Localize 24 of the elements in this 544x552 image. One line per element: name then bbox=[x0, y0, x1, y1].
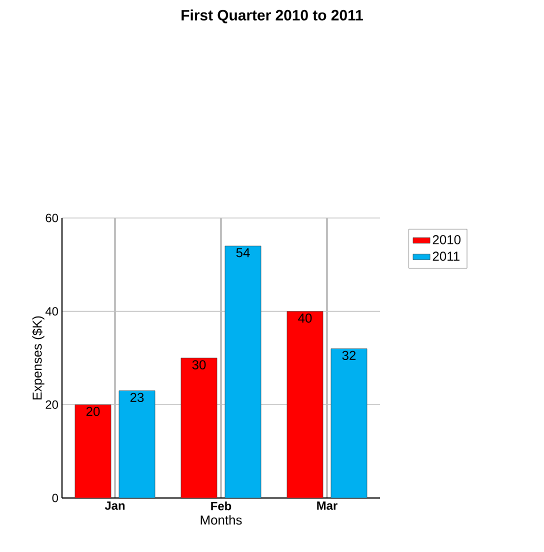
data-label: 40 bbox=[298, 314, 312, 323]
data-label: 54 bbox=[236, 248, 250, 258]
legend-label: 2010 bbox=[432, 235, 461, 244]
chart-title: First Quarter 2010 to 2011 bbox=[182, 10, 363, 24]
bar bbox=[118, 390, 156, 498]
bar bbox=[224, 246, 262, 498]
x-tick-label: Mar bbox=[317, 502, 338, 510]
bar bbox=[286, 311, 324, 498]
y-tick-label: 20 bbox=[46, 400, 58, 409]
y-tick-label: 40 bbox=[45, 307, 58, 316]
data-label: 23 bbox=[130, 392, 144, 402]
y-tick-label: 0 bbox=[52, 494, 58, 502]
data-label: 32 bbox=[342, 350, 356, 360]
data-label: 20 bbox=[86, 406, 100, 416]
x-axis-title: Months bbox=[200, 515, 242, 525]
bar bbox=[74, 404, 112, 498]
bar bbox=[180, 358, 218, 498]
data-label: 30 bbox=[192, 360, 206, 370]
y-tick-label: 60 bbox=[46, 214, 58, 222]
legend-label: 2011 bbox=[432, 252, 460, 261]
x-tick-label: Feb bbox=[211, 502, 232, 510]
y-axis-title: Expenses ($K) bbox=[32, 316, 44, 400]
x-tick-label: Jan bbox=[104, 502, 125, 510]
bar bbox=[330, 348, 368, 498]
